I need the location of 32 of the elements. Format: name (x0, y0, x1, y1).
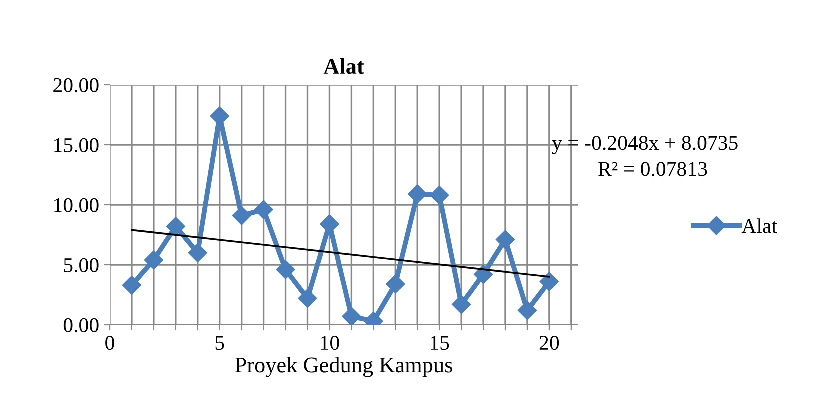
legend-label: Alat (742, 218, 778, 234)
x-tick-label: 5 (216, 336, 224, 350)
point (474, 265, 494, 284)
y-tick-label: 15.00 (54, 138, 99, 153)
x-tick-label: 0 (106, 336, 114, 350)
point (452, 295, 472, 314)
point (408, 184, 428, 204)
y-tick-label: 5.00 (64, 258, 99, 273)
point (276, 260, 296, 280)
x-tick-label: 15 (430, 336, 450, 350)
text: R² = 0.07813 (598, 162, 708, 176)
annotation: y = -0.2048x + 8.0735 (552, 136, 738, 154)
point (430, 186, 450, 205)
y-tick-label: 20.00 (54, 78, 99, 93)
point (386, 274, 406, 294)
point (540, 272, 559, 292)
point (254, 200, 274, 220)
point (342, 307, 362, 325)
x-tick-label: 10 (321, 336, 340, 350)
y-tick-label: 10.00 (54, 198, 99, 213)
x-axis-title: Proyek Gedung Kampus (235, 357, 452, 378)
x-tick-label: 20 (540, 336, 560, 350)
point (122, 276, 142, 295)
point (496, 230, 516, 250)
point (298, 289, 318, 308)
point (144, 250, 164, 270)
point (166, 217, 186, 236)
point (188, 243, 208, 263)
y-tick-label: 0.00 (64, 318, 99, 333)
point (232, 206, 252, 226)
chart-title: Alat (324, 58, 364, 74)
point (518, 301, 537, 320)
